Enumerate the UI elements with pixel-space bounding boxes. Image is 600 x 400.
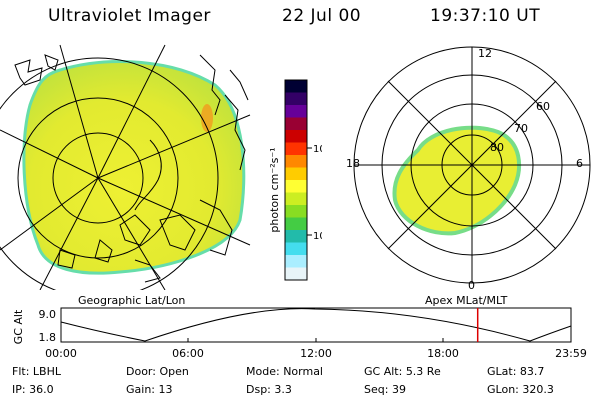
info-ip: IP: 36.0	[12, 383, 54, 396]
altitude-timeline: GC Alt 9.0 1.8 00:00 06:00 12:00 18:00 2…	[12, 307, 587, 360]
colorbar-cells	[285, 80, 307, 281]
colorbar-unit-label: photon cm⁻²s⁻¹	[268, 147, 281, 232]
timeline-xtick-1800: 18:00	[427, 347, 459, 360]
info-gain: Gain: 13	[126, 383, 173, 396]
timeline-xtick-0600: 06:00	[172, 347, 204, 360]
info-glat: GLat: 83.7	[487, 365, 545, 378]
colorbar-cell	[285, 92, 307, 106]
colorbar-cell	[285, 155, 307, 168]
apex-panel-label: Apex MLat/MLT	[425, 294, 508, 307]
timeline-axis-label: GC Alt	[12, 309, 25, 344]
colorbar-cell	[285, 130, 307, 143]
info-glon: GLon: 320.3	[487, 383, 554, 396]
intensity-colorbar: 100 10 photon cm⁻²s⁻¹	[268, 79, 322, 281]
colorbar-cell	[285, 242, 307, 256]
colorbar-frame	[284, 79, 308, 281]
timeline-xtick-0000: 00:00	[45, 347, 77, 360]
colorbar-cell	[285, 142, 307, 156]
timeline-ytick-high: 9.0	[39, 308, 57, 321]
colorbar-cell	[285, 105, 307, 118]
geo-lat-circle-inner	[52, 132, 144, 224]
info-mode: Mode: Normal	[246, 365, 323, 378]
colorbar-cell	[285, 80, 307, 93]
colorbar-cell	[285, 167, 307, 181]
colorbar-cell	[285, 192, 307, 206]
instrument-title: Ultraviolet Imager	[48, 6, 211, 26]
mlat-label-70: 70	[514, 122, 528, 135]
colorbar-cell	[285, 255, 307, 268]
colorbar-cell	[285, 205, 307, 218]
colorbar-label-100: 100	[313, 144, 322, 155]
mlt-label-0: 0	[468, 279, 475, 292]
colorbar-cell	[285, 180, 307, 193]
colorbar-cell	[285, 117, 307, 131]
timeline-ytick-low: 1.8	[39, 331, 57, 344]
mlat-label-80: 80	[490, 141, 504, 154]
info-flt: Flt: LBHL	[12, 365, 61, 378]
timeline-xticks	[60, 338, 572, 342]
uv-image-blob	[22, 60, 246, 275]
mlt-label-6: 6	[576, 157, 583, 170]
mlat-label-60: 60	[536, 100, 550, 113]
mlt-label-18: 18	[346, 157, 360, 170]
colorbar-label-10: 10	[313, 231, 322, 242]
geo-lat-circle-mid	[17, 97, 179, 259]
info-seq: Seq: 39	[364, 383, 406, 396]
apex-polar-panel: 12 18 6 0 60 70 80	[346, 46, 591, 292]
colorbar-cell	[285, 230, 307, 243]
timeline-xtick-1200: 12:00	[300, 347, 332, 360]
geo-lat-circle-outer	[0, 57, 219, 290]
mlt-label-12: 12	[478, 47, 492, 60]
time-label: 19:37:10 UT	[430, 6, 541, 26]
colorbar-cell	[285, 267, 307, 281]
date-label: 22 Jul 00	[282, 6, 362, 26]
geographic-image-panel	[0, 44, 251, 290]
info-door: Door: Open	[126, 365, 189, 378]
altitude-curve	[60, 308, 572, 342]
timeline-frame	[60, 307, 572, 343]
coastline-outlines	[14, 54, 249, 283]
polar-mlt-lines	[354, 47, 590, 283]
timeline-xtick-2359: 23:59	[555, 347, 587, 360]
geo-meridians	[0, 44, 251, 290]
info-gc-alt: GC Alt: 5.3 Re	[364, 365, 441, 378]
info-dsp: Dsp: 3.3	[246, 383, 292, 396]
geographic-panel-label: Geographic Lat/Lon	[78, 294, 186, 307]
uv-hotspot	[201, 104, 213, 132]
colorbar-cell	[285, 217, 307, 231]
